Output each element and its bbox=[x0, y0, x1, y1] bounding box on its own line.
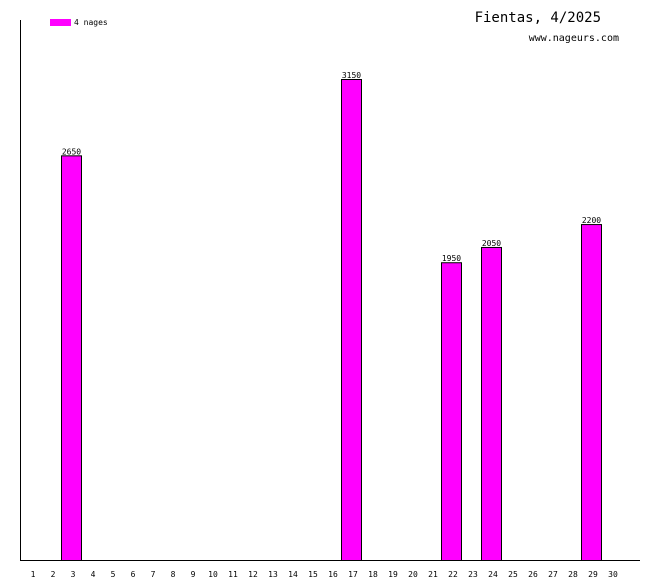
x-tick-label: 25 bbox=[508, 570, 518, 579]
bar bbox=[441, 262, 462, 561]
x-tick-label: 19 bbox=[388, 570, 398, 579]
x-tick-label: 10 bbox=[208, 570, 218, 579]
x-tick-label: 3 bbox=[71, 570, 76, 579]
x-tick-label: 17 bbox=[348, 570, 358, 579]
bar-value-label: 2650 bbox=[62, 147, 81, 156]
bar-value-label: 2200 bbox=[582, 216, 601, 225]
x-tick-label: 24 bbox=[488, 570, 498, 579]
x-tick-label: 6 bbox=[131, 570, 136, 579]
x-tick-label: 23 bbox=[468, 570, 478, 579]
x-tick-label: 8 bbox=[171, 570, 176, 579]
bar bbox=[481, 246, 502, 561]
x-tick-label: 11 bbox=[228, 570, 238, 579]
bar-value-label: 1950 bbox=[442, 254, 461, 263]
x-tick-label: 9 bbox=[191, 570, 196, 579]
x-tick-label: 5 bbox=[111, 570, 116, 579]
x-tick-label: 30 bbox=[608, 570, 618, 579]
x-tick-label: 26 bbox=[528, 570, 538, 579]
x-tick-label: 20 bbox=[408, 570, 418, 579]
x-tick-label: 13 bbox=[268, 570, 278, 579]
x-tick-label: 16 bbox=[328, 570, 338, 579]
bars bbox=[61, 79, 602, 561]
x-tick-label: 12 bbox=[248, 570, 258, 579]
legend-swatch bbox=[50, 19, 71, 26]
x-tick-label: 18 bbox=[368, 570, 378, 579]
x-tick-label: 29 bbox=[588, 570, 598, 579]
data-labels: 2650 3150 1950 2050 2200 bbox=[62, 71, 601, 263]
x-tick-label: 21 bbox=[428, 570, 438, 579]
x-tick-label: 7 bbox=[151, 570, 156, 579]
x-tick-label: 14 bbox=[288, 570, 298, 579]
x-tick-label: 2 bbox=[51, 570, 56, 579]
x-tick-label: 27 bbox=[548, 570, 558, 579]
legend-label: 4 nages bbox=[74, 18, 108, 27]
legend: 4 nages bbox=[50, 18, 108, 27]
x-tick-label: 22 bbox=[448, 570, 458, 579]
x-tick-label: 4 bbox=[91, 570, 96, 579]
bar-value-label: 3150 bbox=[342, 71, 361, 80]
bar bbox=[581, 224, 602, 561]
chart-subtitle: www.nageurs.com bbox=[529, 33, 619, 44]
x-tick-label: 28 bbox=[568, 570, 578, 579]
bar-value-label: 2050 bbox=[482, 239, 501, 248]
bar bbox=[61, 155, 82, 561]
chart-title: Fientas, 4/2025 bbox=[475, 10, 601, 26]
x-tick-label: 1 bbox=[31, 570, 36, 579]
x-tick-labels: 1 2 3 4 5 6 7 8 9 10 11 12 13 14 15 16 17 18 19 20 21 22 23 24 2… bbox=[31, 570, 618, 579]
bar bbox=[341, 79, 362, 561]
x-tick-label: 15 bbox=[308, 570, 318, 579]
